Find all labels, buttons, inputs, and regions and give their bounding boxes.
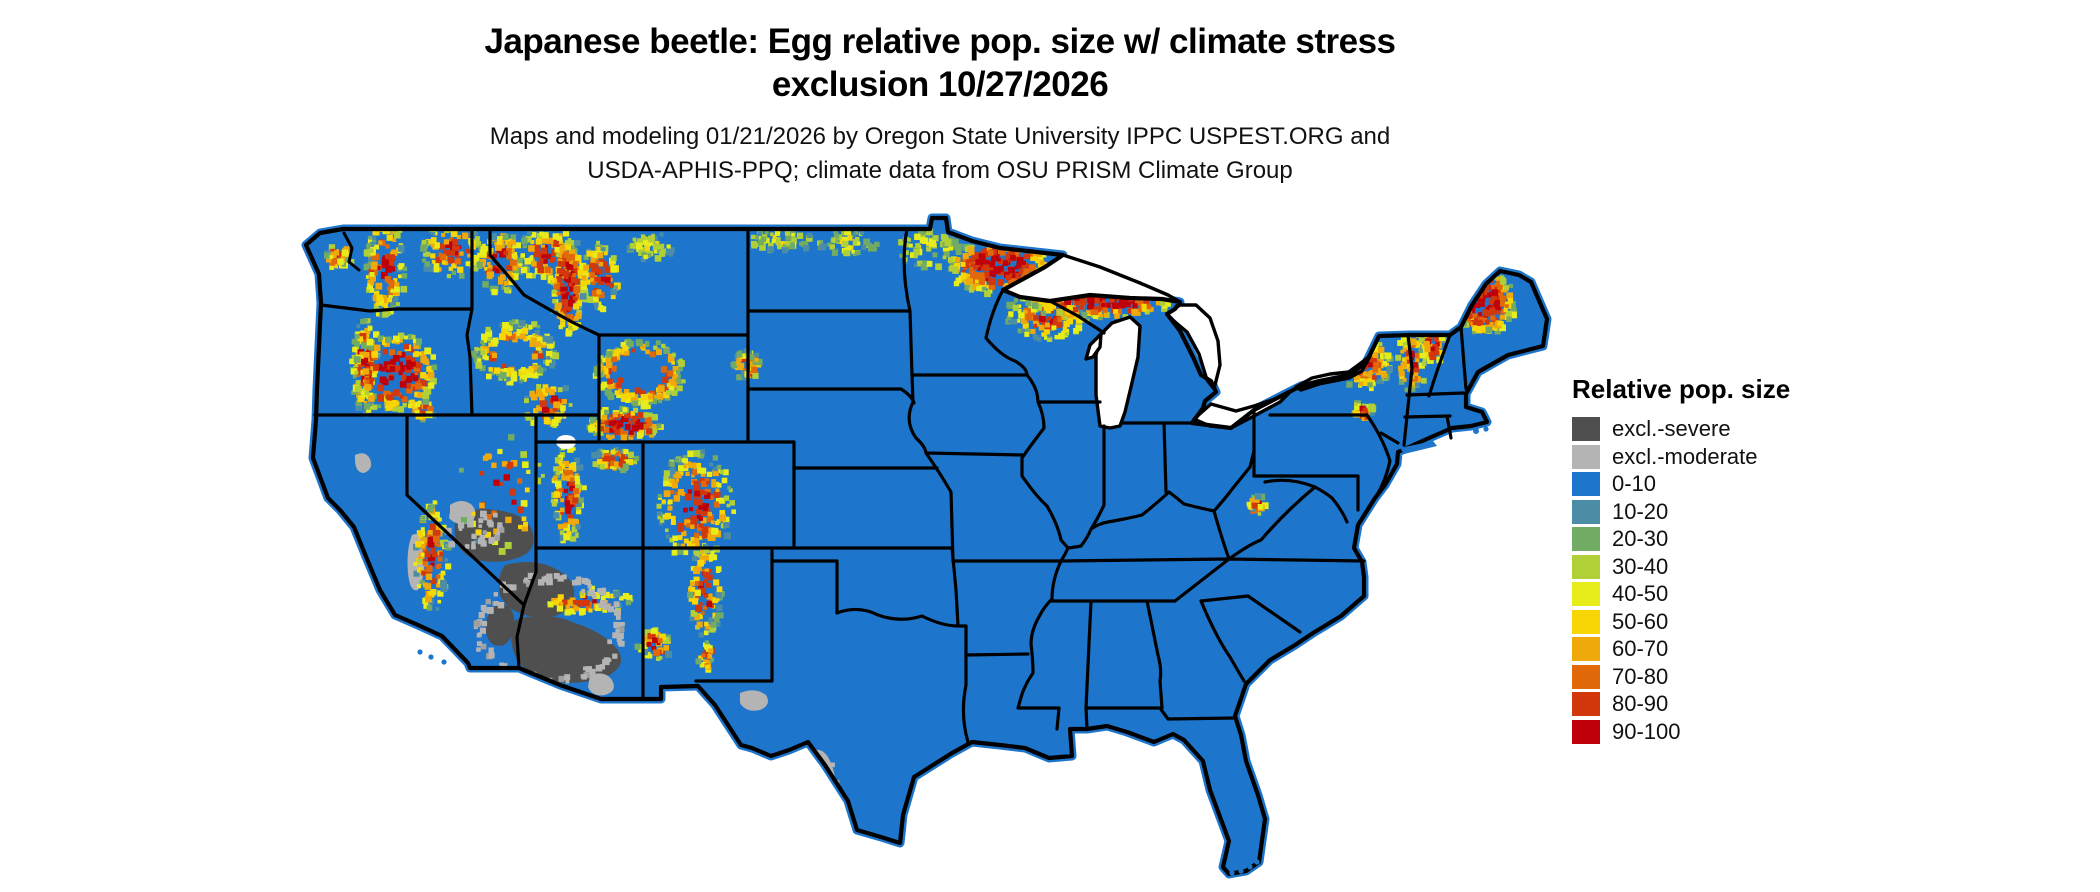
title-line-1: Japanese beetle: Egg relative pop. size … xyxy=(484,22,1396,61)
legend-item-70-80: 70-80 xyxy=(1572,663,1790,689)
channel-island xyxy=(428,654,434,660)
legend-item-0-10: 0-10 xyxy=(1572,472,1790,496)
legend-swatch xyxy=(1572,582,1600,606)
legend-label: 90-100 xyxy=(1612,718,1681,744)
hotspot-black-hills xyxy=(730,348,763,381)
title-line-2: exclusion 10/27/2026 xyxy=(771,65,1109,104)
state-borders xyxy=(313,227,1468,744)
hotspot-sangre-de-cristo-nm xyxy=(687,543,725,638)
state-borders-east xyxy=(1227,325,1468,561)
hotspot-az-moderate-fringe xyxy=(473,572,625,688)
legend-item-60-70: 60-70 xyxy=(1572,637,1790,661)
moderate-blob-w-nevada xyxy=(354,453,372,473)
legend-item-80-90: 80-90 xyxy=(1572,692,1790,716)
moderate-blob-se-az xyxy=(588,673,614,696)
hotspot-nd-border-east xyxy=(817,228,880,257)
nantucket xyxy=(1483,426,1489,432)
legend-item-excl-severe: excl.-severe xyxy=(1572,417,1790,441)
state-borders-plains xyxy=(694,227,1063,744)
legend-rows: excl.-severe excl.-moderate 0-10 10-20 20-30… xyxy=(1572,417,1790,744)
legend-label: excl.-moderate xyxy=(1612,443,1758,469)
legend-swatch xyxy=(1572,499,1600,524)
legend-item-50-60: 50-60 xyxy=(1572,608,1790,634)
hotspot-nv-moderate xyxy=(444,507,505,550)
hotspot-se-idaho xyxy=(524,384,573,428)
legend-swatch xyxy=(1572,719,1600,744)
hotspot-mt-rocky-front xyxy=(579,240,621,313)
legend-item-10-20: 10-20 xyxy=(1572,498,1790,524)
florida-key xyxy=(1238,868,1244,874)
hotspot-davis-mtns-tx xyxy=(695,640,715,673)
hotspot-nevada-ranges xyxy=(459,434,545,555)
marthas-vineyard xyxy=(1473,428,1479,434)
florida-key xyxy=(1247,864,1253,870)
offshore-islands xyxy=(417,426,1489,876)
figure-title: Japanese beetle: Egg relative pop. size … xyxy=(0,20,1880,106)
figure-subtitle: Maps and modeling 01/21/2026 by Oregon S… xyxy=(0,120,1880,188)
legend-swatch xyxy=(1572,609,1600,634)
state-borders-west xyxy=(313,227,796,701)
channel-island xyxy=(441,659,447,665)
legend-item-20-30: 20-30 xyxy=(1572,527,1790,551)
florida-key xyxy=(1254,859,1260,865)
hotspot-gila-nm xyxy=(634,627,673,661)
legend-swatch xyxy=(1572,692,1600,716)
legend-item-40-50: 40-50 xyxy=(1572,582,1790,606)
hotspot-central-idaho xyxy=(470,319,560,386)
legend-swatch xyxy=(1572,444,1600,469)
legend-item-30-40: 30-40 xyxy=(1572,553,1790,579)
figure-header: Japanese beetle: Egg relative pop. size … xyxy=(0,20,1880,188)
channel-island xyxy=(417,649,423,655)
puget-sound xyxy=(342,231,361,272)
lake-huron xyxy=(1165,303,1222,391)
legend-label: 0-10 xyxy=(1612,471,1657,496)
us-map xyxy=(300,205,1560,885)
florida-key xyxy=(1229,870,1235,876)
hotspot-wasatch-utah xyxy=(550,444,587,544)
hotspot-nd-border-west xyxy=(750,227,813,254)
subtitle-line-1: Maps and modeling 01/21/2026 by Oregon S… xyxy=(489,123,1391,150)
hotspot-or-blue-mtns xyxy=(351,332,438,413)
legend-swatch xyxy=(1572,637,1600,661)
map-legend: Relative pop. size excl.-severe excl.-mod… xyxy=(1572,374,1790,747)
legend-swatch xyxy=(1572,417,1600,441)
legend-title: Relative pop. size xyxy=(1572,374,1791,404)
legend-swatch xyxy=(1572,554,1600,579)
severe-blob-s-arizona xyxy=(511,615,622,683)
state-borders-midwest-south xyxy=(1050,408,1366,731)
legend-label: 30-40 xyxy=(1612,553,1669,579)
state-borders-mississippi-ohio xyxy=(984,288,1256,731)
long-island xyxy=(1400,441,1437,454)
moderate-blob-w-texas xyxy=(740,690,768,711)
subtitle-line-2: USDA-APHIS-PPQ; climate data from OSU PR… xyxy=(587,157,1293,184)
legend-swatch xyxy=(1572,527,1600,551)
green-bay xyxy=(1084,332,1103,361)
legend-label: 40-50 xyxy=(1612,581,1669,606)
hotspot-wv-highlands xyxy=(1246,493,1269,516)
legend-label: 20-30 xyxy=(1612,526,1669,551)
hotspot-ne-montana-patch xyxy=(626,232,675,263)
legend-label: 60-70 xyxy=(1612,636,1669,661)
hotspot-yellowstone-absaroka xyxy=(592,338,686,410)
legend-item-excl-moderate: excl.-moderate xyxy=(1572,443,1790,469)
legend-label: 50-60 xyxy=(1612,608,1669,634)
legend-label: 80-90 xyxy=(1612,691,1669,716)
legend-label: 70-80 xyxy=(1612,663,1669,689)
hotspot-olympic-mtns xyxy=(324,244,355,270)
hotspot-speckles xyxy=(324,218,1517,825)
legend-item-90-100: 90-100 xyxy=(1572,718,1790,744)
legend-swatch xyxy=(1572,664,1600,689)
severe-blob-az-west xyxy=(485,603,515,646)
legend-label: excl.-severe xyxy=(1612,416,1731,441)
legend-label: 10-20 xyxy=(1612,498,1669,524)
hotspot-uinta-mtns xyxy=(591,447,640,474)
hotspot-co-front-range xyxy=(656,449,736,558)
legend-swatch xyxy=(1572,472,1600,496)
